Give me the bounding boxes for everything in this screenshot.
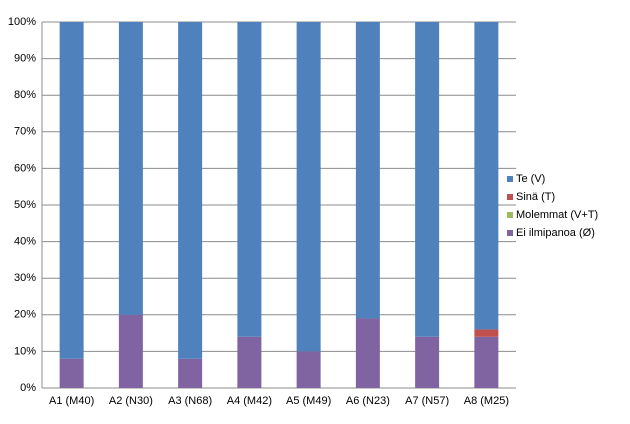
y-tick-label: 40%: [14, 236, 36, 248]
x-tick-label: A1 (M40): [49, 395, 94, 407]
bar-segment: [118, 22, 143, 315]
x-tick-label: A3 (N68): [168, 395, 212, 407]
legend-swatch: [507, 176, 513, 182]
bar-segment: [178, 22, 203, 359]
bar-segment: [296, 22, 321, 352]
y-tick-label: 60%: [14, 162, 36, 174]
bar-segment: [296, 351, 321, 388]
legend-swatch: [507, 212, 513, 218]
bar-segment: [237, 336, 262, 388]
bar-segment: [237, 22, 262, 337]
bar-segment: [118, 314, 143, 388]
bar-segment: [474, 329, 499, 337]
y-tick-label: 30%: [14, 272, 36, 284]
y-tick-label: 70%: [14, 126, 36, 138]
bar-segment: [355, 318, 380, 388]
bar-segment: [415, 336, 440, 388]
y-tick-label: 90%: [14, 53, 36, 65]
legend-swatch: [507, 194, 513, 200]
legend-swatch: [507, 230, 513, 236]
legend-label: Sinä (T): [516, 191, 555, 203]
x-tick-label: A8 (M25): [464, 395, 509, 407]
bar-segment: [59, 358, 84, 388]
bar-segment: [474, 336, 499, 388]
y-tick-label: 20%: [14, 309, 36, 321]
legend-label: Molemmat (V+T): [516, 209, 598, 221]
legend-label: Ei ilmipanoa (Ø): [516, 227, 595, 239]
x-tick-label: A5 (M49): [286, 395, 331, 407]
y-tick-label: 80%: [14, 89, 36, 101]
x-tick-label: A4 (M42): [227, 395, 272, 407]
bar-segment: [59, 22, 84, 359]
bar-segment: [178, 358, 203, 388]
bar-segment: [415, 22, 440, 337]
legend-label: Te (V): [516, 173, 545, 185]
bar-segment: [355, 22, 380, 319]
x-tick-label: A6 (N23): [346, 395, 390, 407]
y-tick-label: 50%: [14, 199, 36, 211]
y-tick-label: 10%: [14, 345, 36, 357]
x-tick-label: A7 (N57): [405, 395, 449, 407]
y-tick-label: 100%: [8, 16, 36, 28]
x-tick-label: A2 (N30): [109, 395, 153, 407]
y-tick-label: 0%: [20, 382, 36, 394]
bar-segment: [474, 22, 499, 330]
